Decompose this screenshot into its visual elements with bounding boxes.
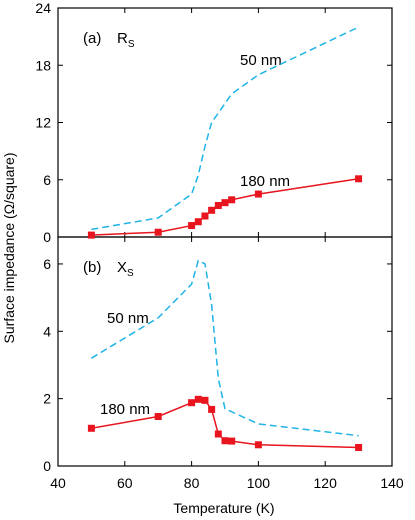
data-point-a-180nm-8 bbox=[228, 196, 236, 204]
y-tick-label-b-1: 2 bbox=[43, 391, 51, 407]
y-tick-label-b-0: 0 bbox=[43, 458, 51, 474]
data-point-b-180nm-7 bbox=[221, 437, 229, 445]
x-tick-label-0: 40 bbox=[50, 475, 66, 491]
y-tick-label-a-0: 0 bbox=[43, 229, 51, 245]
data-point-a-180nm-9 bbox=[254, 190, 262, 198]
panel-b-label-180nm: 180 nm bbox=[100, 401, 150, 418]
y-tick-label-a-3: 18 bbox=[35, 57, 51, 73]
x-tick-label-3: 100 bbox=[247, 475, 271, 491]
data-point-b-180nm-6 bbox=[214, 430, 222, 438]
data-point-b-180nm-2 bbox=[188, 399, 196, 407]
series-line-a-50nm bbox=[91, 26, 359, 231]
data-point-a-180nm-3 bbox=[194, 218, 202, 226]
y-tick-label-b-2: 4 bbox=[43, 323, 51, 339]
data-point-b-180nm-1 bbox=[154, 412, 162, 420]
data-point-b-180nm-10 bbox=[355, 443, 363, 451]
data-point-a-180nm-2 bbox=[188, 222, 196, 230]
panel-b-tag: (b) bbox=[83, 259, 101, 276]
series-line-a-180nm bbox=[91, 178, 359, 236]
data-point-a-180nm-5 bbox=[208, 206, 216, 214]
y-tick-label-a-1: 6 bbox=[43, 172, 51, 188]
panel-b-quantity: XS bbox=[117, 259, 134, 279]
data-point-b-180nm-8 bbox=[228, 437, 236, 445]
series-line-b-50nm bbox=[91, 259, 359, 437]
panel-a-label-180nm: 180 nm bbox=[240, 173, 290, 190]
panel-a-label-50nm: 50 nm bbox=[240, 52, 282, 69]
data-point-b-180nm-9 bbox=[254, 441, 262, 449]
data-point-b-180nm-5 bbox=[208, 405, 216, 413]
data-point-a-180nm-6 bbox=[214, 202, 222, 210]
x-tick-label-4: 120 bbox=[314, 475, 338, 491]
x-tick-label-1: 60 bbox=[117, 475, 133, 491]
panel-b-quantity-subscript: S bbox=[127, 268, 134, 279]
data-point-b-180nm-4 bbox=[201, 396, 209, 404]
data-point-a-180nm-1 bbox=[154, 228, 162, 236]
data-point-b-180nm-0 bbox=[87, 424, 95, 432]
panel-a-quantity-symbol: R bbox=[117, 30, 128, 47]
panel-a-quantity: RS bbox=[117, 30, 135, 50]
data-point-a-180nm-0 bbox=[87, 231, 95, 239]
y-tick-label-b-3: 6 bbox=[43, 256, 51, 272]
data-point-a-180nm-7 bbox=[221, 199, 229, 207]
data-point-a-180nm-4 bbox=[201, 212, 209, 220]
panel-a-tag: (a) bbox=[83, 30, 101, 47]
panel-b-quantity-symbol: X bbox=[117, 259, 127, 276]
data-point-a-180nm-10 bbox=[355, 175, 363, 183]
y-axis-label: Surface impedance (Ω/square) bbox=[1, 152, 17, 343]
y-tick-label-a-2: 12 bbox=[35, 115, 51, 131]
panel-b-frame bbox=[57, 236, 393, 467]
y-tick-label-a-4: 24 bbox=[35, 0, 51, 16]
panel-b-label-50nm: 50 nm bbox=[107, 310, 149, 327]
panel-a-quantity-subscript: S bbox=[128, 39, 135, 50]
data-point-b-180nm-3 bbox=[194, 395, 202, 403]
x-tick-label-5: 140 bbox=[380, 475, 404, 491]
x-tick-label-2: 80 bbox=[184, 475, 200, 491]
x-axis-label: Temperature (K) bbox=[173, 500, 274, 516]
